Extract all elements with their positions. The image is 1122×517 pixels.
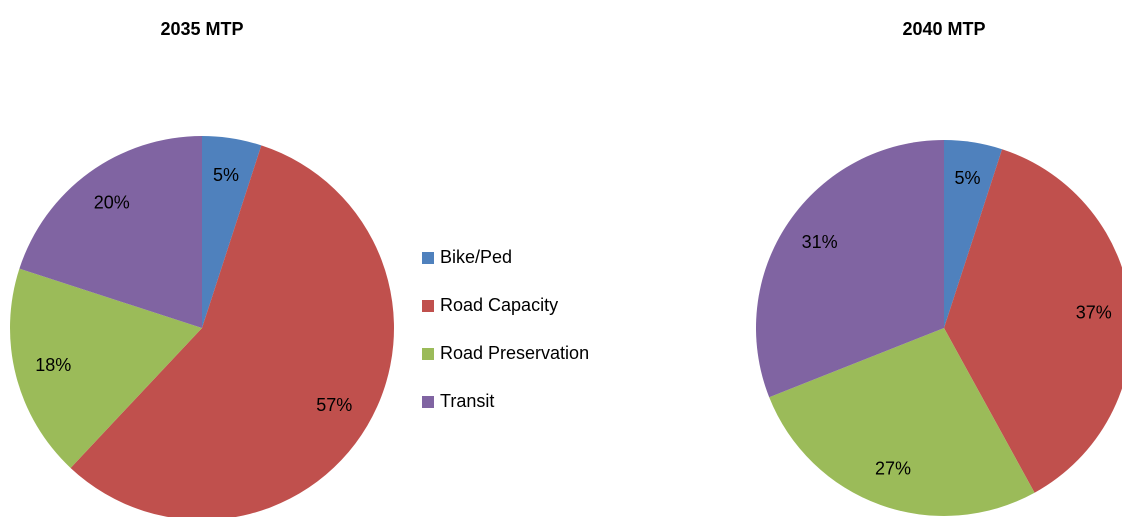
pie-slice (9, 268, 203, 468)
legend-swatch (422, 396, 434, 408)
pie-slice (202, 136, 262, 328)
data-label: 27% (875, 458, 911, 478)
chart-title: 2035 MTP (160, 19, 243, 39)
pie-slice (70, 145, 394, 517)
data-label: 57% (316, 395, 352, 415)
legend-swatch (422, 300, 434, 312)
legend-label: Road Capacity (440, 295, 558, 315)
pie-slice (755, 140, 944, 398)
pie-slice (944, 140, 1003, 328)
legend-swatch (422, 348, 434, 360)
chart-title: 2040 MTP (902, 19, 985, 39)
legend-swatch (422, 252, 434, 264)
pie-slice (19, 136, 202, 328)
data-label: 5% (213, 165, 239, 185)
data-label: 37% (1076, 303, 1112, 323)
pie-slice (769, 328, 1035, 517)
data-label: 20% (94, 192, 130, 212)
legend-label: Transit (440, 391, 494, 411)
legend-label: Road Preservation (440, 343, 589, 363)
data-label: 31% (802, 232, 838, 252)
data-label: 5% (955, 168, 981, 188)
legend-label: Bike/Ped (440, 247, 512, 267)
data-label: 18% (35, 355, 71, 375)
pie-slice (944, 149, 1122, 493)
